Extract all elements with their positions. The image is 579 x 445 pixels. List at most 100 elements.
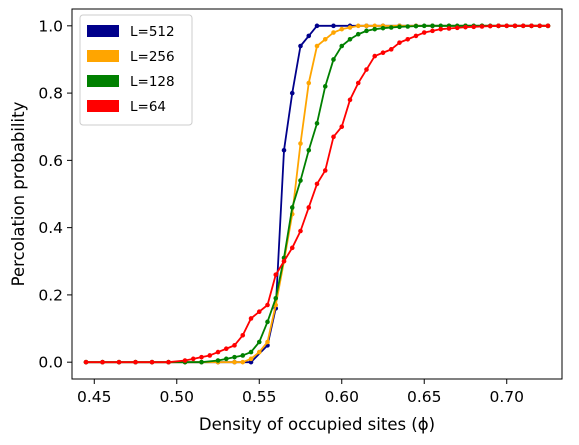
data-point (248, 349, 254, 355)
data-point (166, 359, 171, 365)
data-point (380, 25, 386, 31)
data-point (512, 23, 518, 29)
legend-box (79, 14, 193, 126)
data-point (438, 26, 444, 32)
data-point (298, 178, 303, 183)
data-point (405, 36, 411, 42)
axes-frame (71, 8, 563, 380)
y-axis-label: Percolation probability (9, 101, 28, 286)
y-tick-label: 1.0 (38, 17, 63, 35)
legend-swatch (87, 75, 119, 87)
data-point (421, 23, 427, 29)
data-point (215, 349, 221, 355)
data-point (306, 147, 312, 153)
data-point (388, 47, 394, 52)
data-point (397, 24, 402, 30)
data-point (364, 67, 369, 72)
data-point (471, 24, 477, 30)
data-point (240, 353, 246, 358)
data-point (314, 43, 320, 49)
data-point (215, 358, 221, 363)
data-point (240, 359, 246, 365)
data-point (223, 356, 229, 362)
data-point (256, 349, 262, 355)
data-point (314, 181, 320, 187)
data-point (306, 205, 312, 210)
data-point (116, 359, 122, 365)
data-point (438, 23, 444, 29)
y-tick-label: 0.6 (38, 152, 63, 170)
data-point (306, 33, 312, 39)
data-point (331, 23, 336, 29)
data-point (331, 57, 336, 62)
legend-label: L=256 (130, 49, 175, 65)
data-point (347, 97, 353, 103)
data-point (199, 359, 204, 365)
y-tick-label: 0.4 (38, 219, 63, 237)
x-tick-label: 0.55 (242, 388, 277, 406)
legend-label: L=512 (130, 24, 175, 40)
data-point (372, 53, 378, 59)
data-point (413, 33, 419, 39)
data-point (248, 316, 254, 321)
legend-label: L=128 (130, 74, 175, 90)
data-point (355, 80, 361, 86)
data-point (463, 24, 468, 30)
data-point (232, 359, 237, 365)
data-point (314, 121, 320, 126)
x-tick-label: 0.70 (489, 388, 524, 406)
legend-swatch (87, 100, 119, 112)
data-point (355, 23, 361, 29)
data-point (397, 40, 402, 45)
data-point (100, 359, 105, 365)
data-point (265, 319, 270, 325)
plot-area (83, 23, 551, 365)
data-point (331, 30, 336, 35)
data-point (256, 309, 262, 315)
data-point (273, 295, 279, 301)
x-tick-label: 0.45 (77, 388, 112, 406)
x-tick-label: 0.50 (160, 388, 195, 406)
data-point (248, 356, 254, 362)
data-point (479, 24, 485, 29)
data-point (339, 124, 345, 130)
data-point (421, 30, 427, 35)
data-point (364, 28, 369, 34)
data-point (149, 359, 155, 365)
data-point (265, 302, 270, 308)
data-point (454, 25, 460, 31)
data-point (487, 23, 493, 29)
data-point (298, 141, 303, 146)
data-point (281, 258, 287, 264)
data-point (388, 25, 394, 30)
data-point (322, 84, 328, 89)
data-point (355, 31, 361, 37)
y-tick-label: 0.0 (38, 354, 63, 372)
data-point (545, 23, 551, 29)
data-point (364, 23, 369, 29)
data-point (446, 26, 452, 31)
data-point (504, 23, 510, 29)
data-point (405, 24, 411, 29)
data-point (265, 339, 270, 345)
data-point (322, 168, 328, 173)
x-tick-label: 0.60 (324, 388, 359, 406)
data-point (520, 23, 526, 29)
data-point (347, 36, 353, 42)
data-point (430, 28, 435, 34)
data-point (339, 26, 345, 32)
data-point (413, 23, 419, 29)
data-point (306, 80, 312, 86)
legend: L=512 L=256 L=128 L=64 (79, 14, 193, 126)
data-point (372, 26, 378, 32)
data-point (273, 272, 279, 278)
data-point (248, 359, 254, 365)
series-l-64 (83, 23, 551, 365)
legend-swatch (87, 25, 119, 37)
data-point (232, 354, 237, 360)
legend-label: L=64 (130, 99, 166, 115)
data-point (347, 25, 353, 30)
data-point (133, 359, 138, 365)
data-point (289, 90, 295, 96)
